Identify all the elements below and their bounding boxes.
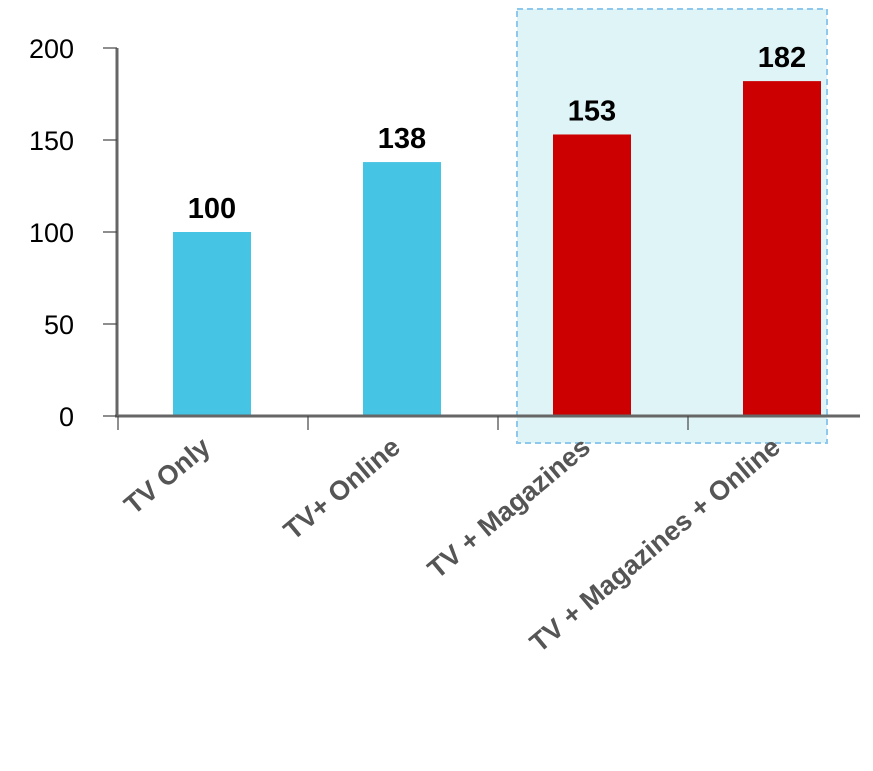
- y-tick-label: 50: [44, 310, 74, 340]
- data-label: 100: [188, 193, 236, 225]
- y-tick-label: 150: [29, 126, 74, 156]
- bar-4: [743, 81, 821, 417]
- data-label: 138: [378, 123, 426, 155]
- bar-2: [363, 162, 441, 416]
- y-tick-label: 100: [29, 218, 74, 248]
- bar-1: [173, 232, 251, 416]
- data-label: 182: [758, 42, 806, 74]
- x-tick-label: TV + Magazines: [422, 432, 596, 585]
- x-tick-label: TV Only: [118, 432, 215, 521]
- y-tick-label: 0: [59, 402, 74, 432]
- x-tick-label: TV+ Online: [278, 432, 406, 546]
- data-label: 153: [568, 95, 616, 127]
- y-tick-label: 200: [29, 34, 74, 64]
- bar-3: [553, 134, 631, 417]
